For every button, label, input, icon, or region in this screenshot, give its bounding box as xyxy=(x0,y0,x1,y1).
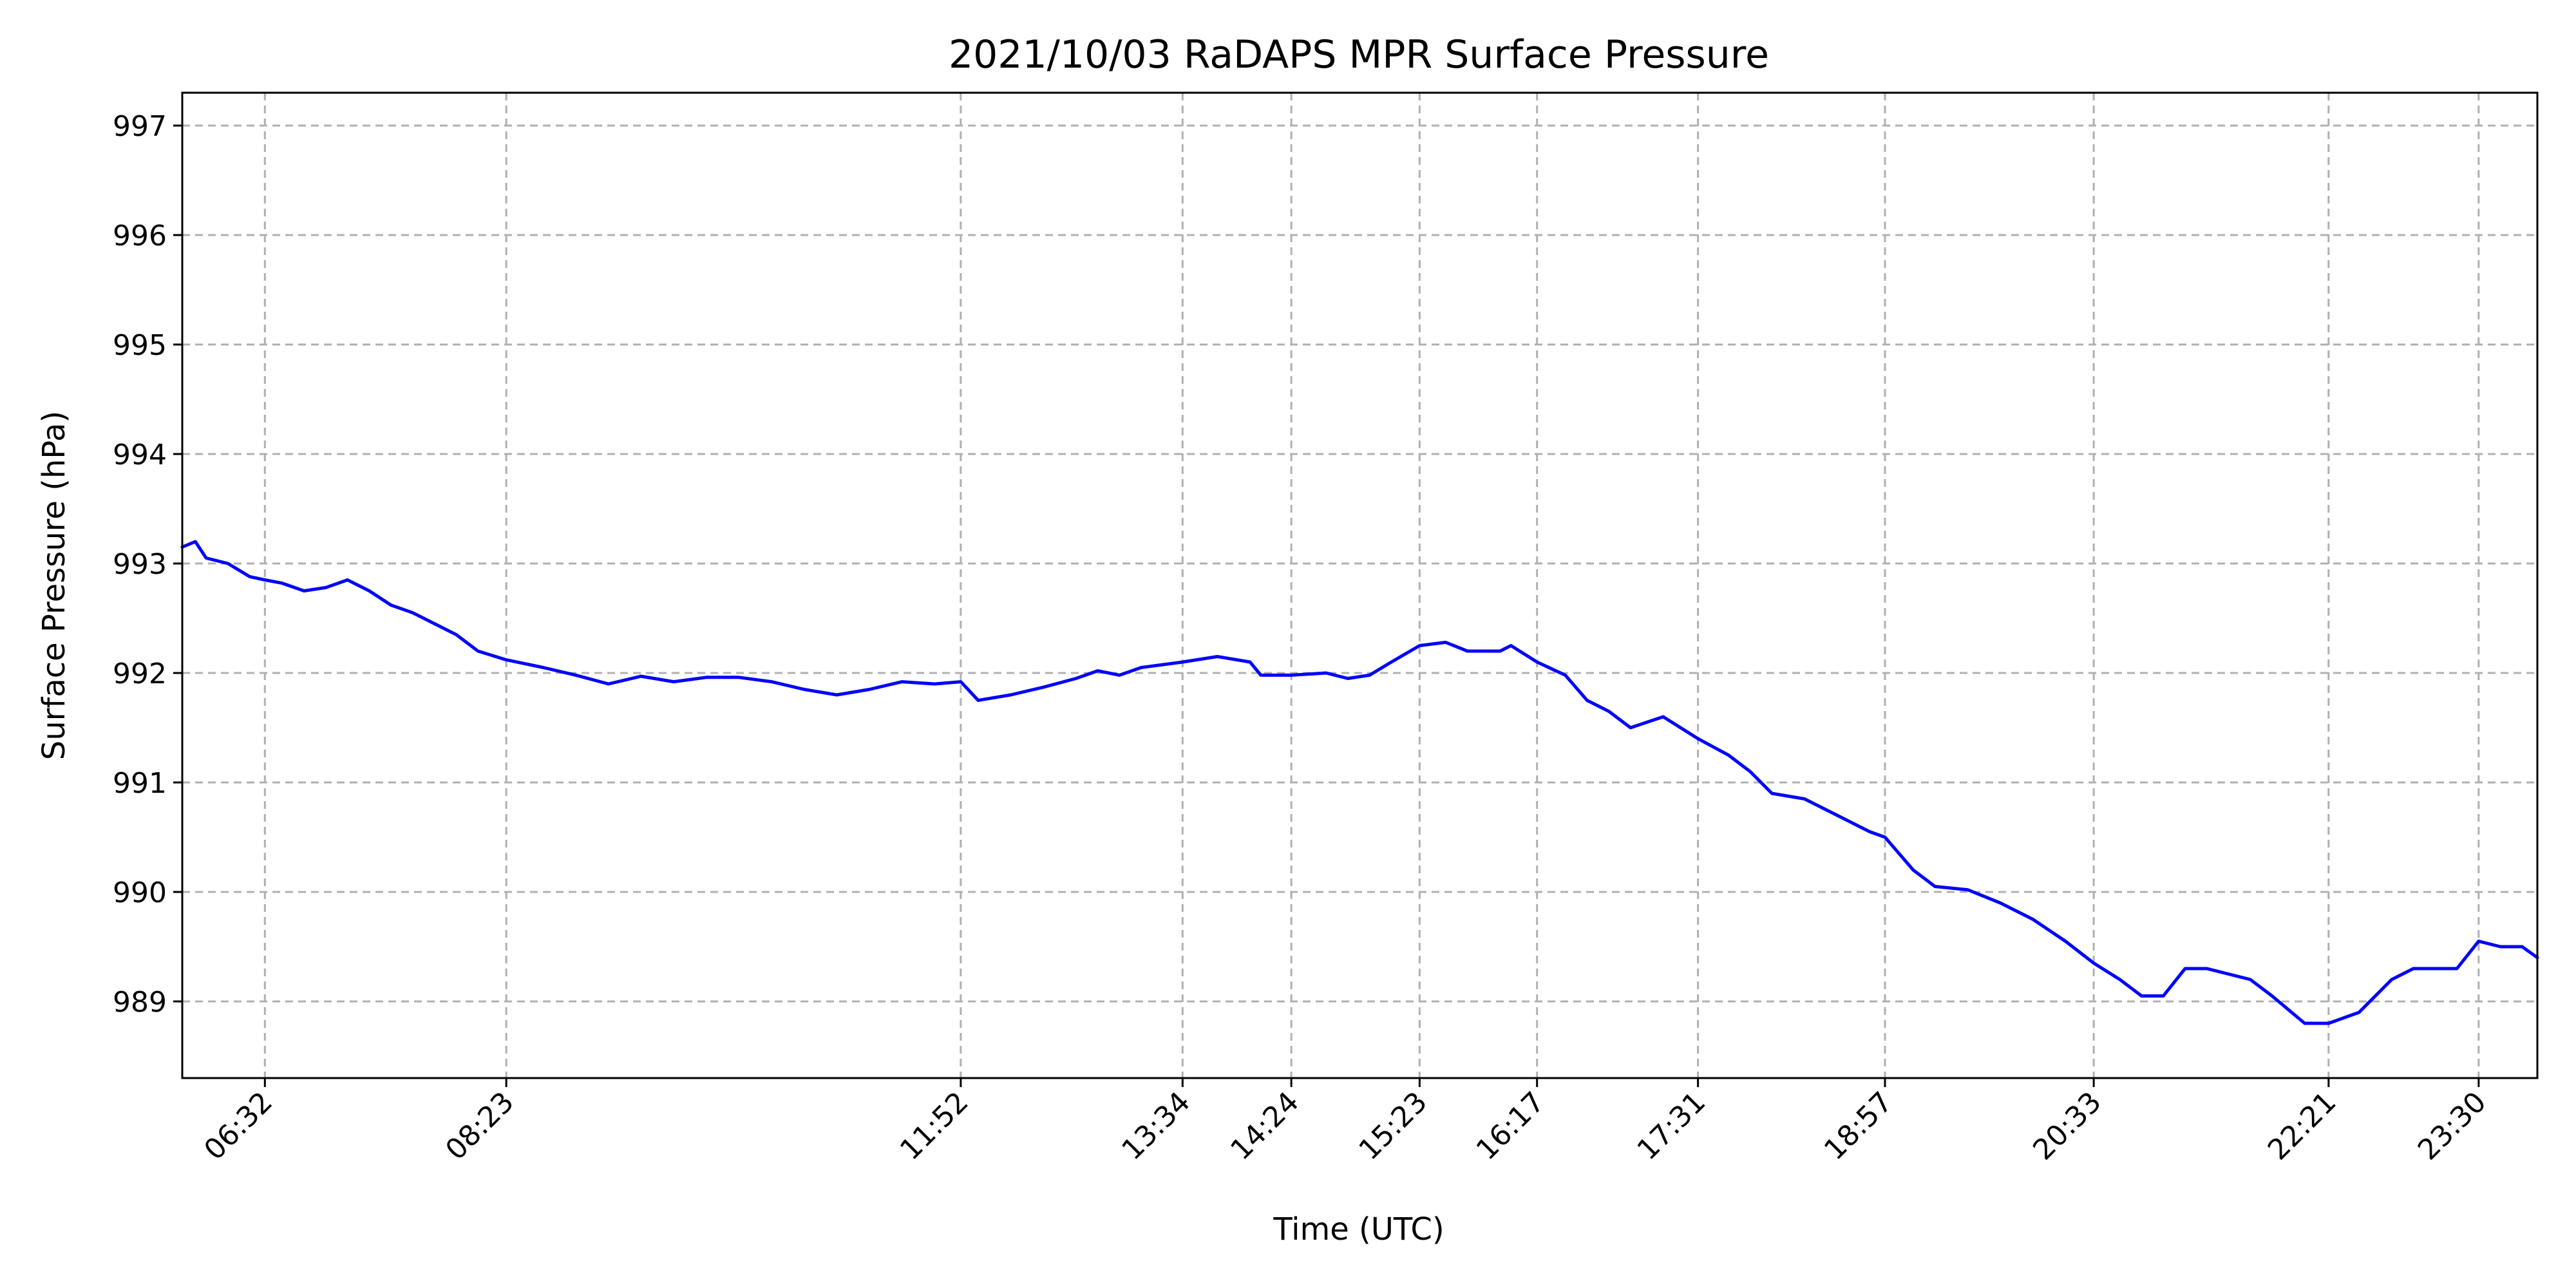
x-tick-label: 08:23 xyxy=(439,1086,520,1167)
x-tick-label: 14:24 xyxy=(1224,1086,1305,1167)
x-axis-label: Time (UTC) xyxy=(1273,1211,1444,1247)
x-tick-label: 13:34 xyxy=(1115,1086,1197,1167)
y-tick-label: 990 xyxy=(113,876,167,909)
y-axis: 989 990 991 992 993 994 995 996 997 xyxy=(113,110,182,1019)
y-axis-label: Surface Pressure (hPa) xyxy=(36,411,72,760)
y-tick-label: 991 xyxy=(113,767,167,800)
y-tick-label: 996 xyxy=(113,220,167,252)
plot-frame xyxy=(181,91,2539,1079)
y-tick-label: 997 xyxy=(113,110,167,143)
x-tick-label: 18:57 xyxy=(1818,1086,1899,1167)
pressure-series-line xyxy=(180,540,2539,1025)
y-tick-label: 992 xyxy=(113,658,167,690)
y-tick-label: 994 xyxy=(113,439,167,471)
x-tick-label: 23:30 xyxy=(2412,1086,2493,1167)
chart-title: 2021/10/03 RaDAPS MPR Surface Pressure xyxy=(949,32,1769,77)
x-tick-label: 15:23 xyxy=(1352,1086,1434,1167)
y-tick-label: 993 xyxy=(113,548,167,581)
x-tick-label: 20:33 xyxy=(2027,1086,2108,1167)
x-tick-label: 22:21 xyxy=(2262,1086,2343,1167)
x-tick-label: 11:52 xyxy=(894,1086,975,1167)
x-tick-label: 17:31 xyxy=(1631,1086,1712,1167)
x-tick-label: 16:17 xyxy=(1470,1086,1551,1167)
y-tick-label: 989 xyxy=(113,986,167,1019)
x-tick-label: 06:32 xyxy=(198,1086,279,1167)
x-axis: 06:32 08:23 11:52 13:34 14:24 15:23 16:17 17:31… xyxy=(198,1078,2493,1167)
y-tick-label: 995 xyxy=(113,329,167,362)
series-layer xyxy=(180,540,2539,1025)
grid-lines xyxy=(182,93,2537,1078)
